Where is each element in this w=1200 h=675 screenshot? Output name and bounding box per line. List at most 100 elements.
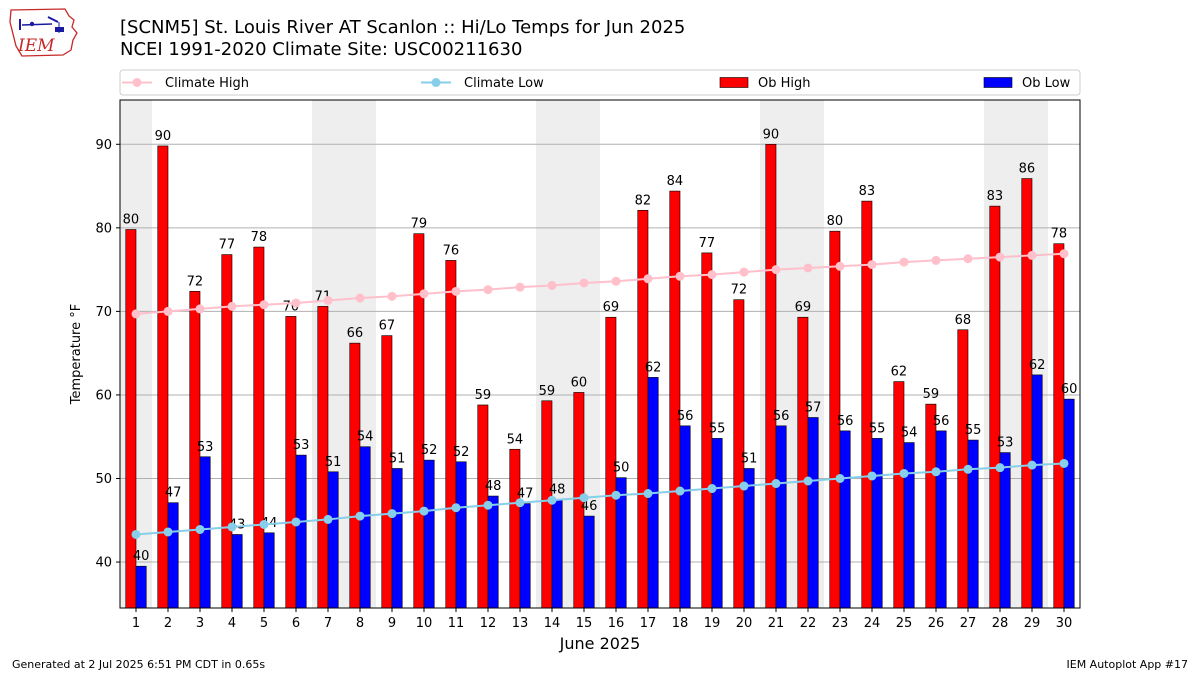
label-ob-high-9: 67 [379, 319, 396, 334]
x-tick-label-13: 13 [512, 616, 529, 631]
climate-low-point-12 [483, 500, 493, 510]
ob-low-legend-label: Ob Low [1022, 76, 1071, 91]
climate-low-point-28 [995, 463, 1005, 473]
climate-high-point-26 [931, 255, 941, 265]
label-ob-high-15: 60 [571, 375, 588, 390]
ob-high-legend-swatch [719, 77, 749, 88]
climate-high-line [135, 252, 1065, 315]
bar-ob-low-14 [551, 499, 563, 609]
x-tick-label-22: 22 [800, 616, 817, 631]
climate-high-point-12 [483, 285, 493, 295]
label-ob-high-10: 79 [411, 217, 428, 232]
bar-ob-high-28 [989, 205, 1001, 609]
bar-ob-low-29 [1031, 374, 1043, 609]
label-ob-high-16: 69 [603, 300, 620, 315]
bar-ob-low-22 [807, 417, 819, 609]
bar-ob-low-12 [487, 495, 499, 609]
label-ob-high-24: 83 [859, 184, 876, 199]
bar-ob-high-2 [157, 145, 169, 609]
climate-high-point-21 [771, 265, 781, 275]
ob-high-legend-label: Ob High [758, 76, 811, 91]
bar-ob-low-11 [455, 461, 467, 609]
label-ob-low-2: 47 [165, 486, 182, 501]
y-tick-label-90: 90 [95, 138, 112, 153]
bar-ob-low-2 [167, 502, 179, 609]
bar-ob-high-30 [1053, 243, 1065, 609]
climate-low-point-17 [643, 489, 653, 499]
climate-low-line [135, 462, 1065, 536]
label-ob-low-26: 56 [933, 414, 950, 429]
chart-subtitle: NCEI 1991-2020 Climate Site: USC00211630 [120, 39, 523, 60]
label-ob-low-30: 60 [1061, 382, 1078, 397]
label-ob-high-23: 80 [827, 214, 844, 229]
climate-high-point-23 [835, 261, 845, 271]
x-tick-label-28: 28 [992, 616, 1009, 631]
climate-low-point-16 [611, 490, 621, 500]
climate-high-legend-label: Climate High [165, 76, 249, 91]
label-ob-low-20: 51 [741, 451, 758, 466]
bar-ob-high-25 [893, 381, 905, 609]
chart-legend: Climate High Climate Low Ob High Ob Low [119, 69, 1081, 96]
x-tick-label-4: 4 [228, 616, 236, 631]
ob-low-legend-swatch [983, 77, 1013, 88]
label-ob-high-3: 72 [187, 274, 204, 289]
x-tick-label-25: 25 [896, 616, 913, 631]
label-ob-low-1: 40 [133, 549, 150, 564]
climate-high-point-5 [259, 300, 269, 310]
bar-ob-low-24 [871, 438, 883, 609]
label-ob-low-27: 55 [965, 423, 982, 438]
x-tick-label-14: 14 [544, 616, 561, 631]
y-tick-label-80: 80 [95, 221, 112, 236]
climate-high-point-30 [1059, 249, 1069, 259]
svg-text:IEM: IEM [17, 36, 55, 56]
label-ob-low-19: 55 [709, 421, 726, 436]
bar-ob-low-6 [295, 454, 307, 609]
label-ob-low-12: 48 [485, 479, 502, 494]
bar-ob-low-13 [519, 503, 531, 609]
label-ob-high-11: 76 [443, 243, 460, 258]
climate-low-point-24 [867, 471, 877, 481]
label-ob-low-17: 62 [645, 360, 662, 375]
bar-ob-low-1 [135, 565, 147, 609]
label-ob-low-15: 46 [581, 499, 598, 514]
climate-high-point-2 [163, 306, 173, 316]
climate-high-point-17 [643, 274, 653, 284]
bar-ob-low-19 [711, 438, 723, 609]
climate-low-point-26 [931, 467, 941, 477]
climate-low-point-25 [899, 468, 909, 478]
bar-ob-high-11 [445, 260, 457, 609]
climate-high-point-27 [963, 254, 973, 264]
label-ob-low-16: 50 [613, 461, 630, 476]
y-tick-label-40: 40 [95, 556, 112, 571]
bar-ob-low-10 [423, 459, 435, 609]
climate-high-point-6 [291, 298, 301, 308]
climate-low-point-23 [835, 473, 845, 483]
label-ob-low-25: 54 [901, 426, 918, 441]
legend-box [119, 69, 1081, 96]
label-ob-low-24: 55 [869, 421, 886, 436]
label-ob-high-29: 86 [1019, 162, 1036, 177]
climate-high-point-8 [355, 293, 365, 303]
label-ob-high-21: 90 [763, 127, 780, 142]
bar-ob-high-6 [285, 316, 297, 609]
climate-low-point-21 [771, 479, 781, 489]
climate-high-point-19 [707, 270, 717, 280]
bar-ob-low-25 [903, 442, 915, 609]
label-ob-high-30: 78 [1051, 227, 1068, 242]
climate-low-point-11 [451, 503, 461, 513]
label-ob-high-2: 90 [155, 129, 172, 144]
climate-low-legend-label: Climate Low [464, 76, 544, 91]
climate-low-point-4 [227, 522, 237, 532]
label-ob-high-17: 82 [635, 193, 652, 208]
bar-ob-low-15 [583, 515, 595, 609]
x-tick-label-7: 7 [324, 616, 332, 631]
x-tick-label-21: 21 [768, 616, 785, 631]
climate-high-point-3 [195, 304, 205, 314]
app-label: IEM Autoplot App #17 [1066, 658, 1189, 671]
label-ob-low-7: 51 [325, 455, 342, 470]
bar-ob-low-18 [679, 425, 691, 609]
bar-ob-low-26 [935, 430, 947, 609]
generated-timestamp: Generated at 2 Jul 2025 6:51 PM CDT in 0… [12, 658, 266, 671]
climate-high-point-29 [1027, 250, 1037, 260]
climate-low-point-8 [355, 511, 365, 521]
